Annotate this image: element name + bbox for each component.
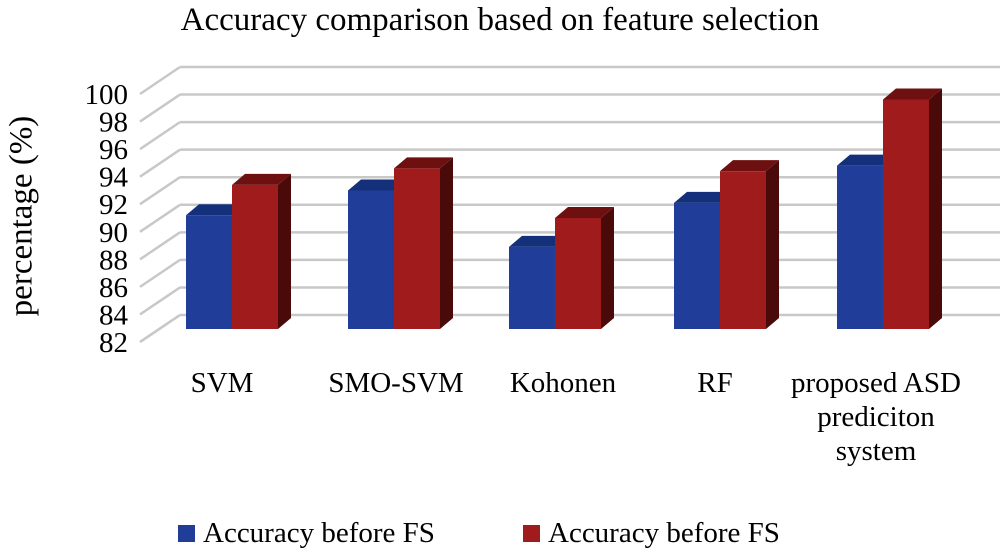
x-tick-label-3-line-1: Kohonen [509,367,617,399]
x-tick-label-4: RF [697,366,732,400]
bar-top-s2-c4 [720,160,779,172]
gridline-depth-96 [139,121,181,151]
x-tick-label-2: SMO-SVM [328,366,463,400]
bar-top-s2-c5 [883,88,942,100]
y-tick-label-92: 92 [99,189,128,221]
bar-top-s2-c1 [232,173,291,185]
x-tick-label-1: SVM [191,366,254,400]
legend-item-series-2: Accuracy before FS [523,517,780,550]
bar-top-s1-c5 [837,154,896,166]
bar-s1-c3 [509,246,555,329]
x-tick-label-5: proposed ASD prediciton system [791,366,961,468]
gridline-depth-86 [139,258,181,288]
bar-top-s1-c3 [509,235,568,247]
bar-s1-c2 [348,190,394,329]
gridline-depth-88 [139,231,181,261]
bar-s2-c3 [555,218,601,329]
y-tick-label-94: 94 [99,162,129,194]
legend: Accuracy before FS Accuracy before FS [0,517,1000,553]
y-tick-label-82: 82 [99,327,128,359]
bar-top-s1-c4 [674,191,733,203]
bar-s1-c5 [837,165,883,329]
bar-side-s2-c5 [929,88,942,329]
legend-swatch-series-2 [523,525,540,542]
x-tick-label-1-line-1: SVM [190,367,254,399]
x-tick-label-5-line-3: system [835,435,917,467]
bar-s2-c5 [883,99,929,329]
bar-side-s2-c4 [766,160,779,329]
y-tick-label-88: 88 [99,244,128,276]
bar-s2-c2 [394,168,440,329]
floor-depth-line [139,313,181,344]
gridline-depth-98 [139,93,181,123]
bar-top-s2-c3 [555,207,614,218]
gridline-depth-94 [139,148,181,178]
bar-s1-c1 [186,215,232,329]
x-tick-label-2-line-1: SMO-SVM [328,367,464,399]
bar-top-s1-c2 [348,179,407,191]
x-tick-label-5-line-1: proposed ASD [791,367,961,399]
bar-top-s2-c2 [394,157,453,169]
gridline-depth-84 [139,286,181,316]
y-tick-label-100: 100 [85,79,129,111]
gridline-depth-90 [139,203,181,233]
legend-item-series-1: Accuracy before FS [178,517,435,550]
gridline-depth-100 [139,65,181,96]
legend-swatch-series-1 [178,525,195,542]
bar-s1-c4 [674,202,720,329]
bar-side-s2-c1 [278,173,291,329]
bar-s2-c1 [232,184,278,329]
legend-label-series-2: Accuracy before FS [548,517,780,549]
bar-top-s1-c1 [186,204,245,216]
bar-side-s2-c3 [601,207,614,329]
bar-side-s2-c2 [440,157,453,329]
y-tick-label-84: 84 [99,299,129,331]
x-tick-label-5-line-2: prediciton [817,401,935,433]
y-tick-label-90: 90 [99,217,128,249]
legend-label-series-1: Accuracy before FS [203,517,435,549]
bar-s2-c4 [720,171,766,329]
y-tick-label-86: 86 [99,272,128,304]
y-tick-label-96: 96 [99,134,128,166]
x-tick-label-3: Kohonen [510,366,616,400]
x-tick-label-4-line-1: RF [697,367,733,399]
chart-title: Accuracy comparison based on feature sel… [180,2,820,38]
gridline-depth-92 [139,176,181,206]
y-tick-label-98: 98 [99,107,128,139]
